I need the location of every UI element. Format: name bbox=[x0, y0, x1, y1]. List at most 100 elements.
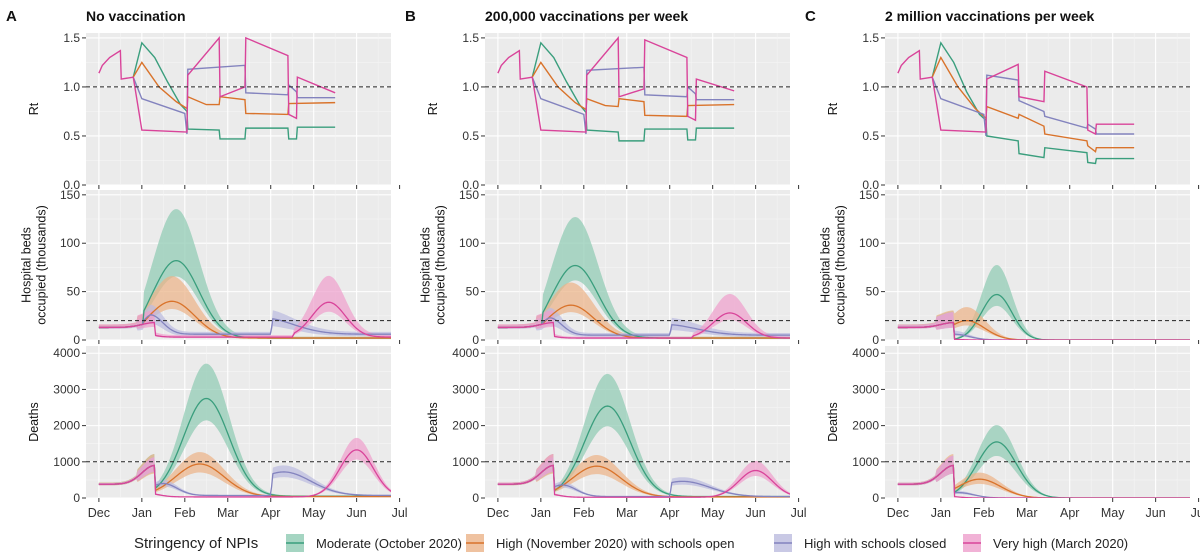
y-tick-label: 1.5 bbox=[63, 31, 80, 45]
plot-background bbox=[485, 33, 790, 185]
median-line-2 bbox=[497, 317, 790, 336]
y-tick-label: 1.0 bbox=[862, 80, 879, 94]
y-axis-label: Deaths bbox=[426, 402, 440, 442]
plot-background bbox=[86, 33, 391, 185]
x-tick-label: Jul bbox=[392, 506, 408, 520]
y-tick-label: 100 bbox=[859, 236, 879, 250]
subplot-A-0: 0.0 0.5 1.0 1.5 Rt bbox=[27, 31, 401, 192]
y-tick-label: 4000 bbox=[53, 346, 80, 360]
y-axis-label-line: occupied (thousands) bbox=[834, 205, 848, 325]
y-axis-label-line: Hospital beds bbox=[20, 227, 34, 303]
rt-line-common bbox=[98, 49, 134, 80]
y-axis-label-line: occupied (thousands) bbox=[434, 205, 448, 325]
x-tick-label: Feb bbox=[174, 506, 196, 520]
y-tick-label: 3000 bbox=[53, 382, 80, 396]
legend-item-2: High with schools closed bbox=[774, 534, 946, 552]
x-tick-label: Jul bbox=[791, 506, 807, 520]
ci-band-0 bbox=[497, 217, 790, 339]
y-axis-label-line: Deaths bbox=[426, 402, 440, 442]
subplot-A-1: 0 50 100 150 Hospital bedsoccupied (thousand… bbox=[20, 188, 401, 347]
y-tick-label: 0.5 bbox=[462, 129, 479, 143]
rt-line-3 bbox=[931, 63, 1135, 136]
panel-title-B: 200,000 vaccinations per week bbox=[485, 8, 688, 24]
legend-item-0: Moderate (October 2020) bbox=[286, 534, 462, 552]
y-tick-label: 2000 bbox=[53, 419, 80, 433]
data-layer bbox=[897, 425, 1190, 498]
x-tick-label: May bbox=[701, 506, 725, 520]
y-tick-label: 0.0 bbox=[63, 178, 80, 192]
ci-band-1 bbox=[497, 282, 790, 339]
rt-line-0 bbox=[931, 41, 1135, 165]
y-axis-label-line: Hospital beds bbox=[819, 227, 833, 303]
x-tick-label: Feb bbox=[973, 506, 995, 520]
y-tick-label: 1000 bbox=[53, 455, 80, 469]
ci-band-3 bbox=[497, 293, 790, 339]
data-layer bbox=[98, 209, 391, 339]
rt-line-common bbox=[497, 49, 533, 80]
data-layer bbox=[98, 363, 391, 498]
x-tick-label: May bbox=[1101, 506, 1125, 520]
y-tick-label: 150 bbox=[60, 188, 80, 202]
plot-background bbox=[885, 190, 1190, 340]
subplot-C-0: 0.0 0.5 1.0 1.5 Rt bbox=[826, 31, 1200, 192]
x-tick-label: Dec bbox=[487, 506, 509, 520]
panel-title-C: 2 million vaccinations per week bbox=[885, 8, 1095, 24]
panel-letter-A: A bbox=[6, 8, 17, 25]
y-tick-label: 50 bbox=[866, 285, 880, 299]
ci-band-2 bbox=[497, 307, 790, 337]
rt-line-1 bbox=[531, 61, 735, 118]
y-tick-label: 0.0 bbox=[862, 178, 879, 192]
rt-line-0 bbox=[132, 41, 336, 140]
data-layer bbox=[897, 264, 1190, 340]
y-axis-label: Hospital bedsoccupied (thousands) bbox=[419, 205, 448, 325]
subplot-B-1: 0 50 100 150 Hospital bedsoccupied (thousand… bbox=[419, 188, 800, 347]
data-layer bbox=[497, 217, 790, 339]
y-axis-label-line: Rt bbox=[826, 102, 840, 115]
x-tick-label: Dec bbox=[887, 506, 909, 520]
panel-letter-B: B bbox=[405, 8, 416, 25]
ci-band-0 bbox=[497, 373, 790, 497]
x-tick-label: Jan bbox=[531, 506, 551, 520]
legend-title: Stringency of NPIs bbox=[134, 535, 258, 552]
legend-label: High with schools closed bbox=[804, 536, 946, 551]
y-axis-label-line: Deaths bbox=[27, 402, 41, 442]
legend-label: High (November 2020) with schools open bbox=[496, 536, 734, 551]
x-tick-label: Feb bbox=[573, 506, 595, 520]
y-tick-label: 0.5 bbox=[63, 129, 80, 143]
rt-line-1 bbox=[132, 61, 336, 116]
y-tick-label: 0 bbox=[872, 333, 879, 347]
x-tick-label: Apr bbox=[1060, 506, 1079, 520]
legend-item-3: Very high (March 2020) bbox=[963, 534, 1128, 552]
y-tick-label: 0 bbox=[472, 491, 479, 505]
y-tick-label: 1.5 bbox=[462, 31, 479, 45]
legend: Stringency of NPIs Moderate (October 202… bbox=[134, 534, 1128, 552]
subplot-C-1: 0 50 100 150 Hospital bedsoccupied (thousand… bbox=[819, 188, 1200, 347]
panel-title-A: No vaccination bbox=[86, 8, 186, 24]
y-tick-label: 4000 bbox=[852, 346, 879, 360]
x-tick-label: Mar bbox=[1016, 506, 1038, 520]
y-tick-label: 100 bbox=[459, 236, 479, 250]
rt-line-0 bbox=[531, 41, 735, 142]
legend-label: Moderate (October 2020) bbox=[316, 536, 462, 551]
median-line-3 bbox=[497, 464, 790, 498]
ci-band-3 bbox=[98, 275, 391, 338]
median-line-3 bbox=[98, 449, 391, 498]
y-tick-label: 1000 bbox=[452, 455, 479, 469]
y-tick-label: 0 bbox=[472, 333, 479, 347]
x-tick-label: Jun bbox=[347, 506, 367, 520]
x-tick-label: Apr bbox=[660, 506, 679, 520]
x-tick-label: Jun bbox=[1146, 506, 1166, 520]
x-tick-label: Jul bbox=[1191, 506, 1200, 520]
panel-letter-C: C bbox=[805, 8, 816, 25]
y-axis-label: Rt bbox=[426, 102, 440, 115]
x-tick-label: Jun bbox=[746, 506, 766, 520]
x-tick-label: Jan bbox=[132, 506, 152, 520]
legend-item-1: High (November 2020) with schools open bbox=[466, 534, 734, 552]
y-tick-label: 2000 bbox=[452, 419, 479, 433]
y-tick-label: 2000 bbox=[852, 419, 879, 433]
y-tick-label: 0.0 bbox=[462, 178, 479, 192]
y-tick-label: 1.0 bbox=[63, 80, 80, 94]
y-tick-label: 0 bbox=[73, 333, 80, 347]
legend-label: Very high (March 2020) bbox=[993, 536, 1128, 551]
